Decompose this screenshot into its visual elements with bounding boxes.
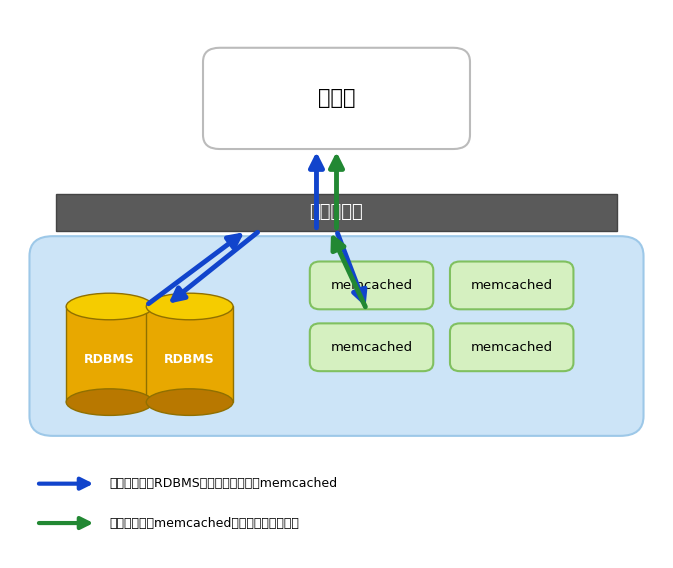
Text: memcached: memcached [470,341,553,354]
Text: RDBMS: RDBMS [164,353,215,366]
FancyBboxPatch shape [450,323,573,371]
Text: 浏览器: 浏览器 [318,89,355,108]
Ellipse shape [66,293,153,320]
Text: RDBMS: RDBMS [84,353,135,366]
Ellipse shape [146,389,233,415]
FancyBboxPatch shape [310,261,433,310]
Bar [56,194,617,231]
Text: memcached: memcached [330,341,413,354]
Bar [66,307,153,402]
FancyBboxPatch shape [310,323,433,371]
FancyBboxPatch shape [30,236,643,436]
Text: memcached: memcached [470,279,553,292]
Text: 应用服务器: 应用服务器 [310,203,363,222]
Text: memcached: memcached [330,279,413,292]
Text: 首次访问：从RDBMS中取得数据保存到memcached: 首次访问：从RDBMS中取得数据保存到memcached [110,477,338,490]
FancyBboxPatch shape [203,48,470,149]
Bar [146,307,233,402]
Ellipse shape [66,389,153,415]
FancyBboxPatch shape [450,261,573,310]
Text: 第二次后：从memcached中取得数据显示页面: 第二次后：从memcached中取得数据显示页面 [110,516,299,529]
Ellipse shape [146,293,233,320]
